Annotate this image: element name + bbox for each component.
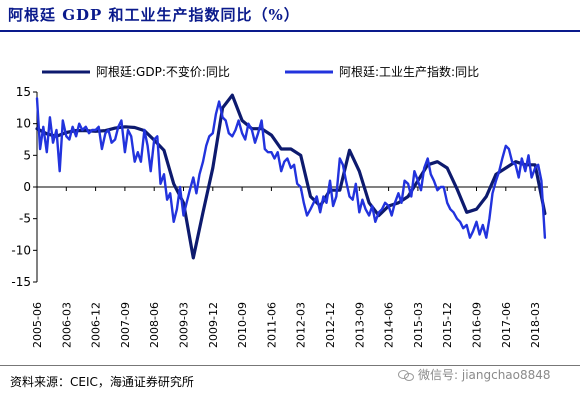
x-tick-label: 2012-03 <box>295 302 308 348</box>
watermark-text: 微信号: jiangchao8848 <box>418 368 551 382</box>
legend-label-2: 阿根廷:工业生产指数:同比 <box>339 64 479 79</box>
x-tick-label: 2009-12 <box>207 302 220 348</box>
y-tick-label: 15 <box>16 85 31 99</box>
y-tick-label: -15 <box>11 275 31 289</box>
source-note: 资料来源：CEIC，海通证券研究所 <box>10 375 194 389</box>
chart-legend: 阿根廷:GDP:不变价:同比 阿根廷:工业生产指数:同比 <box>42 64 479 79</box>
x-tick-label: 2015-03 <box>412 302 425 348</box>
x-tick-label: 2013-09 <box>353 302 366 348</box>
x-tick-label: 2011-06 <box>265 302 278 348</box>
x-tick-label: 2017-06 <box>500 302 513 348</box>
x-tick-label: 2010-09 <box>236 302 249 348</box>
x-tick-label: 2007-09 <box>119 302 132 348</box>
wechat-icon <box>398 368 414 382</box>
x-tick-label: 2015-12 <box>441 302 454 348</box>
legend-label-1: 阿根廷:GDP:不变价:同比 <box>96 64 230 79</box>
y-tick-label: -5 <box>19 212 31 226</box>
y-tick-label: 10 <box>16 117 31 131</box>
x-tick-label: 2008-06 <box>148 302 161 348</box>
y-tick-label: 0 <box>23 180 31 194</box>
x-tick-label: 2009-03 <box>178 302 191 348</box>
x-tick-label: 2014-06 <box>383 302 396 348</box>
x-tick-label: 2006-12 <box>90 302 103 348</box>
y-tick-label: 5 <box>23 148 31 162</box>
x-tick-label: 2018-03 <box>529 302 542 348</box>
series-line-2 <box>35 97 547 239</box>
x-tick-label: 2006-03 <box>60 302 73 348</box>
x-tick-label: 2016-09 <box>471 302 484 348</box>
watermark: 微信号: jiangchao8848 <box>398 366 551 383</box>
x-tick-label: 2012-12 <box>324 302 337 348</box>
footer-divider <box>0 365 580 366</box>
chart-title: 阿根廷 GDP 和工业生产指数同比（%） <box>8 6 300 24</box>
chart-series <box>35 93 547 260</box>
y-tick-label: -10 <box>11 243 31 257</box>
title-divider <box>0 30 580 32</box>
x-tick-label: 2005-06 <box>31 302 44 348</box>
